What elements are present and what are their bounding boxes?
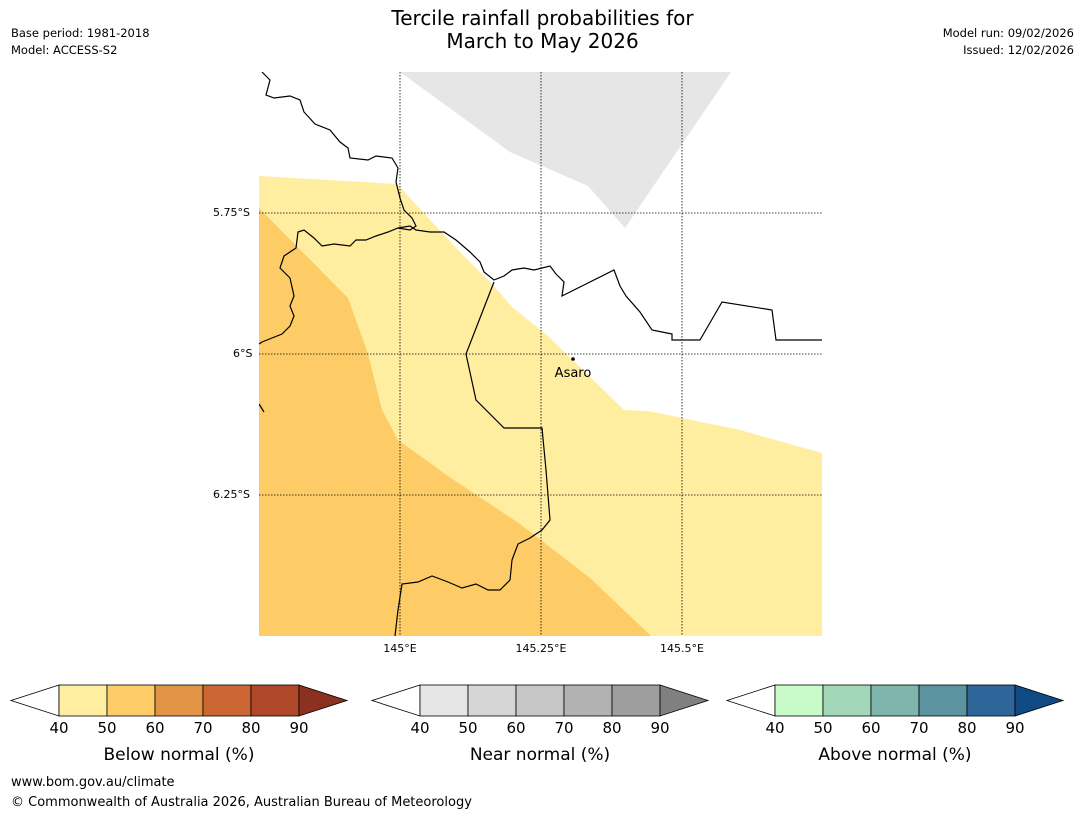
colorbar-1-tick-90: 90	[650, 719, 670, 737]
model-text: Model: ACCESS-S2	[11, 43, 118, 57]
colorbar-1-segment-50	[467, 684, 517, 717]
colorbar-0-tick-40: 40	[49, 719, 69, 737]
lon-label-145-5: 145.5°E	[660, 642, 704, 655]
colorbar-2-tick-90: 90	[1005, 719, 1025, 737]
below-normal-region-50-60	[259, 208, 651, 636]
colorbar-1-tick-70: 70	[554, 719, 574, 737]
border-central-top	[397, 225, 822, 341]
title-line-2: March to May 2026	[446, 29, 639, 53]
base-period-text: Base period: 1981-2018	[11, 26, 150, 40]
colorbar-1-max-arrow	[659, 684, 710, 717]
lon-label-145-25: 145.25°E	[515, 642, 567, 655]
colorbar-1-tick-60: 60	[506, 719, 526, 737]
colorbar-1-segment-60	[515, 684, 565, 717]
colorbar-1-segment-80	[611, 684, 661, 717]
colorbar-2-segment-40	[774, 684, 824, 717]
colorbar-below-title: Below normal (%)	[103, 745, 255, 765]
colorbar-1-tick-80: 80	[602, 719, 622, 737]
colorbar-1-tick-40: 40	[410, 719, 430, 737]
colorbar-0-tick-60: 60	[145, 719, 165, 737]
lat-label-5-75: 5.75°S	[213, 206, 250, 219]
colorbar-0-segment-40	[58, 684, 108, 717]
colorbar-2-tick-80: 80	[957, 719, 977, 737]
colorbar-2-segment-60	[870, 684, 920, 717]
asaro-label: Asaro	[555, 366, 592, 381]
title-line-1: Tercile rainfall probabilities for	[391, 6, 694, 30]
graticule	[259, 72, 822, 636]
model-run-text: Model run: 09/02/2026	[942, 26, 1074, 40]
lat-label-6: 6°S	[233, 347, 253, 360]
colorbar-below-normal	[9, 684, 349, 717]
colorbar-2-min-arrow	[725, 684, 776, 717]
colorbar-above-normal	[725, 684, 1065, 717]
border-west-stub	[259, 403, 265, 413]
footer-copyright: © Commonwealth of Australia 2026, Austra…	[11, 795, 472, 810]
colorbar-0-min-arrow	[9, 684, 60, 717]
asaro-marker	[571, 357, 575, 361]
province-borders	[259, 72, 822, 636]
colorbar-0-tick-80: 80	[241, 719, 261, 737]
lat-label-6-25: 6.25°S	[213, 488, 250, 501]
colorbar-2-tick-70: 70	[909, 719, 929, 737]
colorbar-2-segment-70	[918, 684, 968, 717]
colorbar-0-segment-50	[106, 684, 156, 717]
near-normal-region-40-50	[400, 72, 731, 228]
colorbar-2-max-arrow	[1014, 684, 1065, 717]
colorbar-1-min-arrow	[370, 684, 421, 717]
colorbar-2-segment-50	[822, 684, 872, 717]
colorbar-0-segment-70	[202, 684, 252, 717]
colorbar-2-segment-80	[966, 684, 1016, 717]
header-right: Model run: 09/02/2026 Issued: 12/02/2026	[943, 25, 1074, 59]
colorbar-above-title: Above normal (%)	[818, 745, 972, 765]
colorbar-0-segment-80	[250, 684, 300, 717]
colorbar-0-tick-90: 90	[289, 719, 309, 737]
header-left: Base period: 1981-2018 Model: ACCESS-S2	[11, 25, 150, 59]
issued-text: Issued: 12/02/2026	[963, 43, 1074, 57]
colorbar-2-tick-40: 40	[765, 719, 785, 737]
map-title: Tercile rainfall probabilities for March…	[0, 7, 1085, 53]
colorbar-1-segment-70	[563, 684, 613, 717]
colorbar-0-segment-60	[154, 684, 204, 717]
colorbar-2-tick-60: 60	[861, 719, 881, 737]
colorbar-near-normal	[370, 684, 710, 717]
colorbar-0-max-arrow	[298, 684, 349, 717]
border-district-inner	[394, 281, 551, 636]
colorbar-0-tick-70: 70	[193, 719, 213, 737]
footer-url[interactable]: www.bom.gov.au/climate	[11, 775, 175, 790]
colorbar-1-segment-40	[419, 684, 469, 717]
lon-label-145: 145°E	[383, 642, 417, 655]
colorbar-near-title: Near normal (%)	[469, 745, 611, 765]
colorbars-svg	[9, 684, 1065, 717]
colorbar-2-tick-50: 50	[813, 719, 833, 737]
map-svg: Asaro	[259, 72, 822, 636]
colorbar-1-tick-50: 50	[458, 719, 478, 737]
colorbar-0-tick-50: 50	[97, 719, 117, 737]
